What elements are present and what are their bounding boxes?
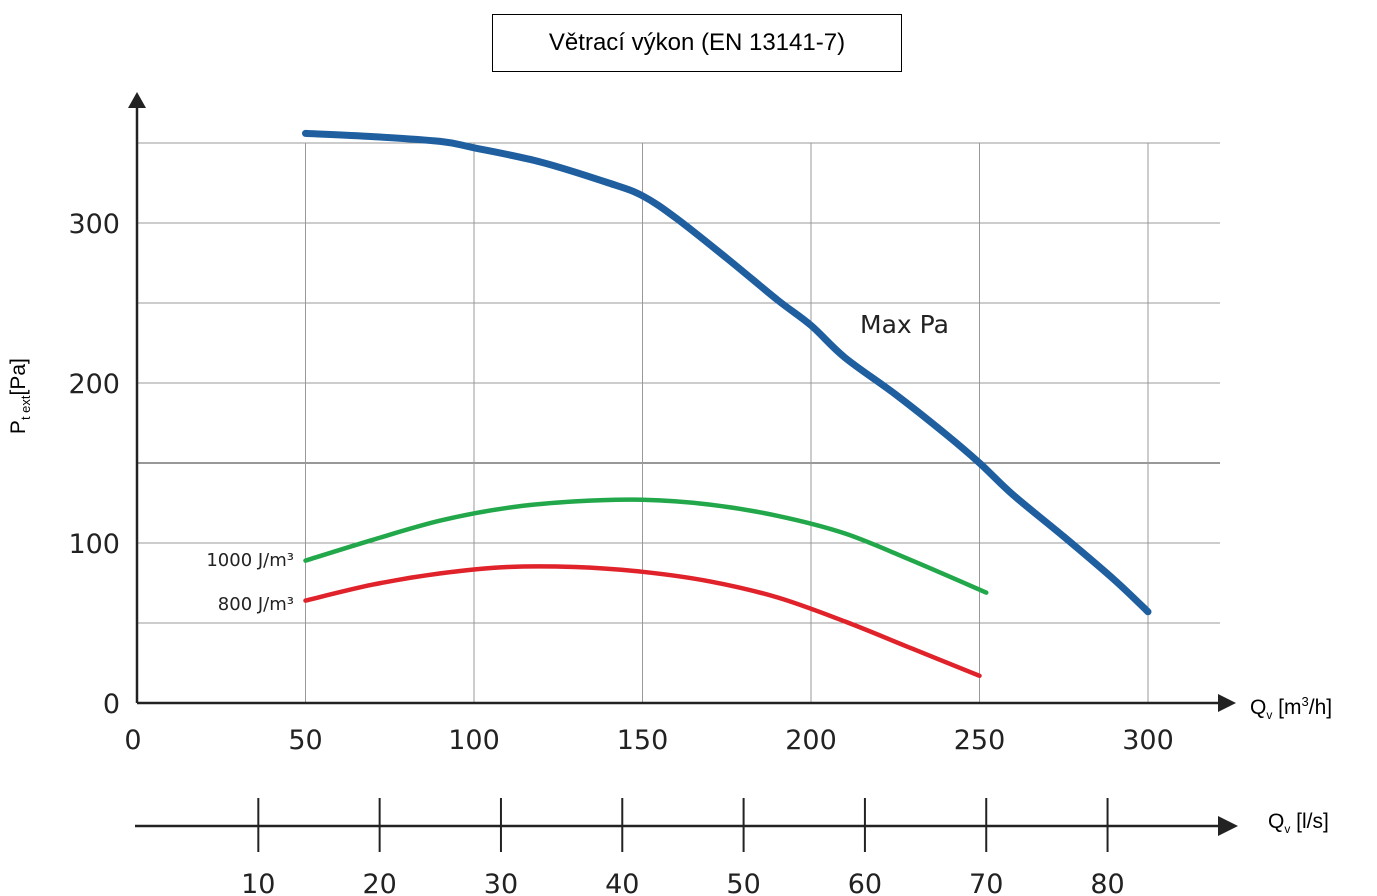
x-tick-label: 300 <box>1122 725 1174 756</box>
y-axis-arrow <box>128 92 146 108</box>
series-line-0 <box>302 129 1152 616</box>
series-line-1 <box>303 497 989 595</box>
x-tick-label: 50 <box>288 725 322 756</box>
x2-tick-label: 30 <box>484 869 518 896</box>
axes <box>128 92 1238 852</box>
x2-axis-arrow <box>1218 816 1238 836</box>
x2-tick-label: 60 <box>848 869 882 896</box>
y-tick-label: 0 <box>103 689 120 720</box>
series-line-2 <box>303 564 982 679</box>
x-axis-label-m3h: Qv [m3/h] <box>1250 694 1333 723</box>
x-axis-label-ls: Qv [l/s] <box>1268 810 1329 837</box>
series-label-max-pa: Max Pa <box>860 310 949 339</box>
x2-tick-label: 80 <box>1090 869 1124 896</box>
x2-tick-label: 70 <box>969 869 1003 896</box>
x2-tick-label: 20 <box>362 869 396 896</box>
x2-tick-label: 10 <box>241 869 275 896</box>
series-label-800: 800 J/m³ <box>218 594 294 615</box>
chart-title: Větrací výkon (EN 13141-7) <box>492 14 902 72</box>
grid <box>137 142 1220 703</box>
x-axis-arrow <box>1218 694 1236 712</box>
y-tick-label: 100 <box>68 529 120 560</box>
x2-tick-label: 50 <box>726 869 760 896</box>
x-tick-label: 0 <box>124 725 141 756</box>
x2-tick-label: 40 <box>605 869 639 896</box>
x-tick-label: 250 <box>954 725 1006 756</box>
series-label-1000: 1000 J/m³ <box>206 550 294 571</box>
x-tick-label: 200 <box>785 725 837 756</box>
x-tick-label: 100 <box>448 725 500 756</box>
tick-labels: 0 100 200 300 0 50 100 150 200 250 300 10 20 30 40 50 60… <box>68 209 1173 896</box>
series-labels: Max Pa 1000 J/m³ 800 J/m³ <box>206 310 949 615</box>
y-tick-label: 300 <box>68 209 120 240</box>
series-lines <box>302 129 1152 679</box>
x-tick-label: 150 <box>617 725 669 756</box>
y-tick-label: 200 <box>68 369 120 400</box>
